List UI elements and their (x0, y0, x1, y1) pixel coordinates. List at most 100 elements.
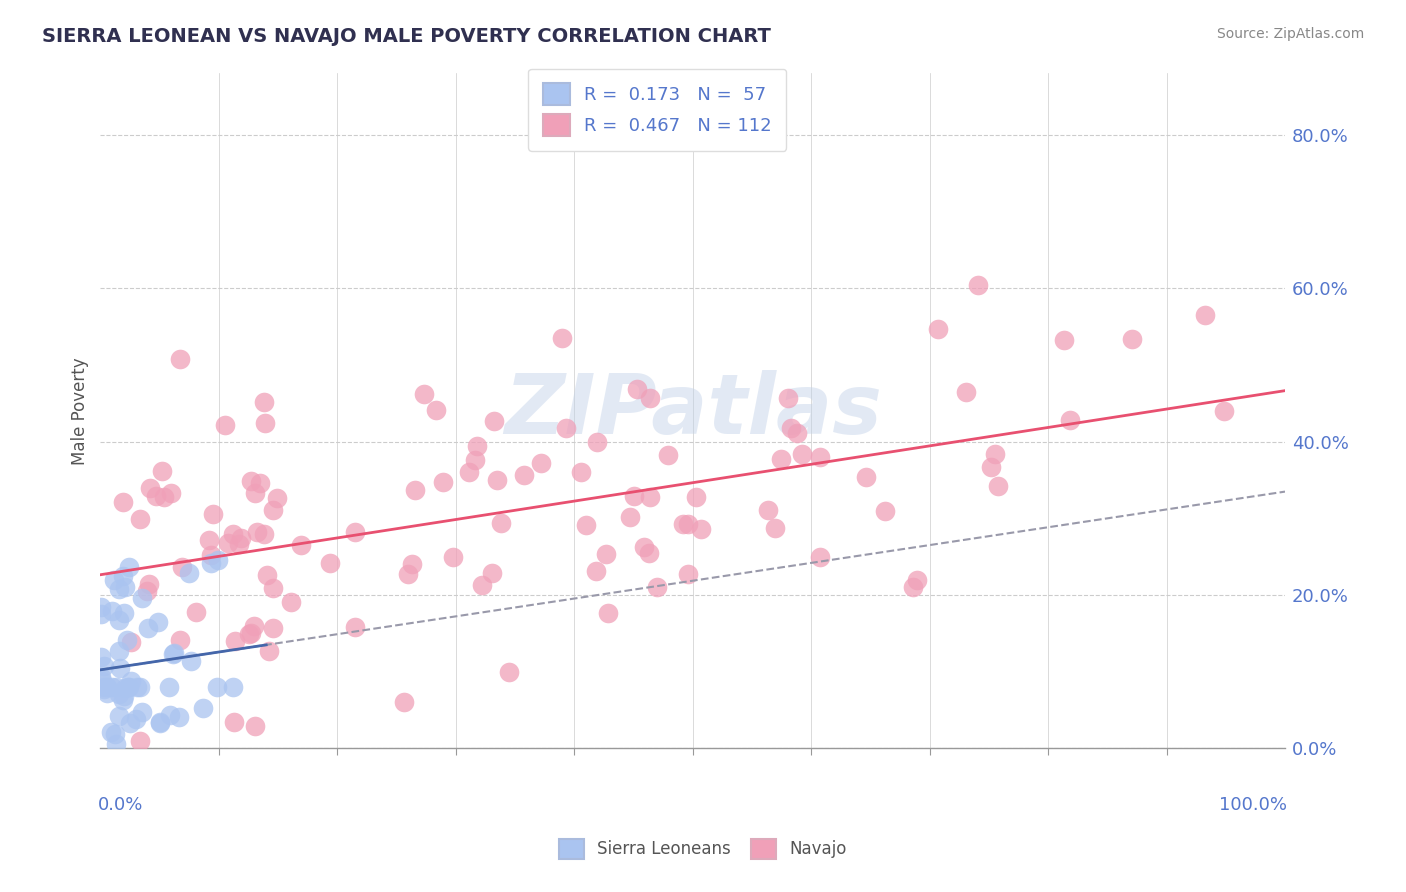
Point (239, 474, 262, 488)
Point (875, 504, 897, 518)
Point (131, 706, 153, 720)
Point (101, 680, 124, 694)
Point (217, 536, 239, 550)
Point (633, 540, 655, 554)
Point (513, 468, 536, 483)
Point (253, 527, 276, 541)
Point (111, 495, 134, 509)
Point (927, 322, 949, 336)
Point (112, 569, 135, 583)
Point (790, 447, 813, 461)
Point (263, 503, 285, 517)
Point (690, 522, 713, 536)
Text: ZIPatlas: ZIPatlas (503, 370, 882, 451)
Point (441, 549, 464, 564)
Point (96, 680, 118, 694)
Point (112, 606, 135, 620)
Point (967, 278, 990, 293)
Point (256, 567, 278, 582)
Point (108, 582, 131, 597)
Point (93, 659, 115, 673)
Point (152, 464, 174, 478)
Point (90, 670, 112, 684)
Point (157, 680, 180, 694)
Point (118, 680, 141, 694)
Point (619, 509, 641, 524)
Point (640, 490, 662, 504)
Point (432, 475, 454, 490)
Point (129, 734, 152, 748)
Point (131, 591, 153, 605)
Point (93, 680, 115, 694)
Point (146, 615, 169, 629)
Point (200, 548, 222, 562)
Point (138, 577, 160, 591)
Point (1212, 403, 1234, 417)
Point (214, 417, 236, 432)
Point (980, 460, 1002, 475)
Point (676, 566, 699, 581)
Legend: Sierra Leoneans, Navajo: Sierra Leoneans, Navajo (553, 832, 853, 866)
Point (240, 626, 263, 640)
Point (96, 686, 118, 700)
Point (90, 650, 112, 665)
Point (808, 549, 831, 564)
Point (253, 395, 276, 409)
Point (984, 447, 1007, 461)
Point (685, 491, 707, 505)
Point (222, 680, 245, 694)
Point (149, 714, 172, 729)
Point (224, 715, 246, 730)
Point (392, 696, 415, 710)
Point (118, 559, 141, 574)
Point (585, 564, 607, 578)
Point (491, 516, 513, 530)
Point (401, 557, 423, 571)
Point (105, 737, 128, 751)
Point (243, 719, 266, 733)
Point (200, 556, 222, 570)
Point (89, 600, 111, 615)
Point (152, 491, 174, 505)
Point (107, 709, 129, 723)
Point (243, 619, 266, 633)
Point (404, 483, 426, 497)
Legend: R =  0.173   N =  57, R =  0.467   N = 112: R = 0.173 N = 57, R = 0.467 N = 112 (529, 69, 786, 151)
Text: 100.0%: 100.0% (1219, 796, 1288, 814)
Point (167, 710, 190, 724)
Point (262, 581, 284, 595)
Point (100, 604, 122, 618)
Point (221, 527, 243, 541)
Point (482, 414, 505, 428)
Point (769, 451, 792, 466)
Point (344, 620, 367, 634)
Text: Source: ZipAtlas.com: Source: ZipAtlas.com (1216, 27, 1364, 41)
Point (228, 537, 250, 551)
Point (344, 524, 367, 539)
Point (108, 643, 131, 657)
Point (290, 538, 312, 552)
Point (104, 727, 127, 741)
Point (457, 465, 479, 479)
Point (1121, 332, 1143, 346)
Point (266, 491, 288, 505)
Point (114, 580, 136, 594)
Point (136, 621, 159, 635)
Point (138, 481, 160, 495)
Point (645, 580, 668, 594)
Point (90, 607, 112, 621)
Point (169, 632, 191, 647)
Point (319, 556, 342, 570)
Point (413, 387, 436, 401)
Point (125, 680, 148, 694)
Point (198, 533, 221, 548)
Point (396, 566, 419, 581)
Point (905, 573, 928, 587)
Point (93, 682, 115, 697)
Point (159, 485, 181, 500)
Point (191, 701, 214, 715)
Point (574, 518, 596, 533)
Text: SIERRA LEONEAN VS NAVAJO MALE POVERTY CORRELATION CHART: SIERRA LEONEAN VS NAVAJO MALE POVERTY CO… (42, 27, 770, 45)
Point (1059, 413, 1081, 427)
Point (205, 680, 228, 694)
